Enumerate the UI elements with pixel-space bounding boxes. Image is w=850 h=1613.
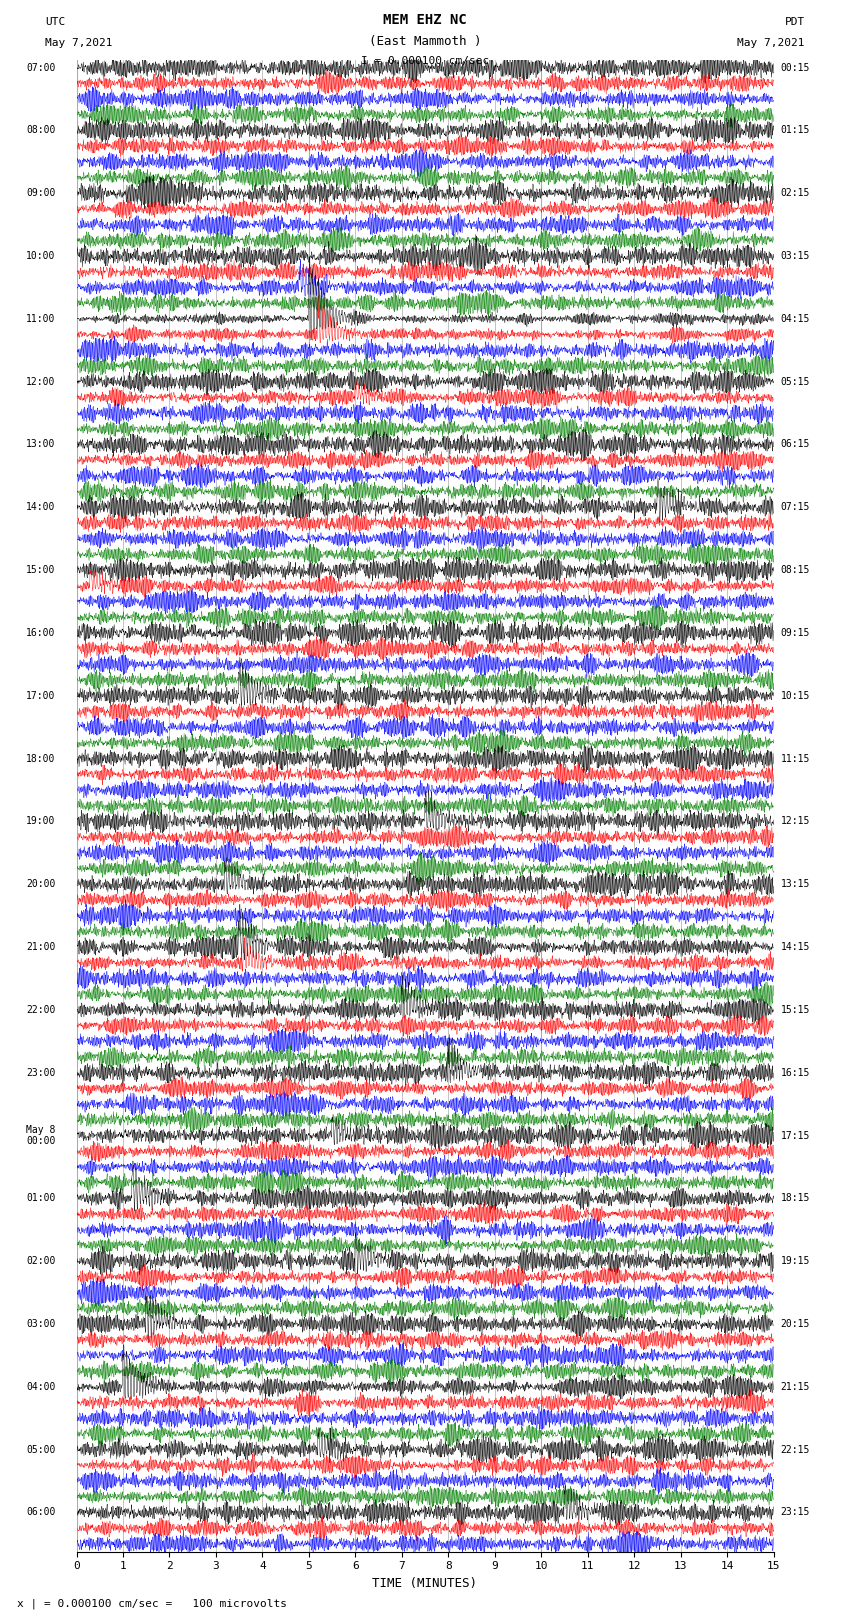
- Text: UTC: UTC: [45, 16, 65, 27]
- Text: 16:15: 16:15: [780, 1068, 810, 1077]
- Text: 01:00: 01:00: [26, 1194, 55, 1203]
- Text: 10:00: 10:00: [26, 252, 55, 261]
- Text: 13:15: 13:15: [780, 879, 810, 889]
- Text: 00:15: 00:15: [780, 63, 810, 73]
- Text: 15:00: 15:00: [26, 565, 55, 576]
- Text: 22:15: 22:15: [780, 1445, 810, 1455]
- Text: 14:15: 14:15: [780, 942, 810, 952]
- Text: 06:00: 06:00: [26, 1508, 55, 1518]
- Text: May 7,2021: May 7,2021: [45, 37, 113, 48]
- Text: 23:00: 23:00: [26, 1068, 55, 1077]
- Text: 05:15: 05:15: [780, 377, 810, 387]
- Text: 20:15: 20:15: [780, 1319, 810, 1329]
- Text: 22:00: 22:00: [26, 1005, 55, 1015]
- Text: 02:15: 02:15: [780, 189, 810, 198]
- Text: PDT: PDT: [785, 16, 805, 27]
- Text: 12:15: 12:15: [780, 816, 810, 826]
- Text: 04:00: 04:00: [26, 1382, 55, 1392]
- Text: (East Mammoth ): (East Mammoth ): [369, 35, 481, 48]
- Text: 05:00: 05:00: [26, 1445, 55, 1455]
- Text: 17:00: 17:00: [26, 690, 55, 700]
- Text: 23:15: 23:15: [780, 1508, 810, 1518]
- Text: 18:15: 18:15: [780, 1194, 810, 1203]
- Text: 11:00: 11:00: [26, 315, 55, 324]
- Text: 12:00: 12:00: [26, 377, 55, 387]
- Text: 14:00: 14:00: [26, 502, 55, 513]
- Text: 15:15: 15:15: [780, 1005, 810, 1015]
- Text: 09:15: 09:15: [780, 627, 810, 637]
- Text: 01:15: 01:15: [780, 126, 810, 135]
- Text: 19:00: 19:00: [26, 816, 55, 826]
- Text: May 7,2021: May 7,2021: [737, 37, 805, 48]
- Text: 03:00: 03:00: [26, 1319, 55, 1329]
- Text: 20:00: 20:00: [26, 879, 55, 889]
- Text: 04:15: 04:15: [780, 315, 810, 324]
- Text: 11:15: 11:15: [780, 753, 810, 763]
- Text: 16:00: 16:00: [26, 627, 55, 637]
- Text: 10:15: 10:15: [780, 690, 810, 700]
- Text: 08:00: 08:00: [26, 126, 55, 135]
- Text: I = 0.000100 cm/sec: I = 0.000100 cm/sec: [361, 56, 489, 66]
- Text: 13:00: 13:00: [26, 439, 55, 450]
- Text: 21:15: 21:15: [780, 1382, 810, 1392]
- Text: 08:15: 08:15: [780, 565, 810, 576]
- Text: 06:15: 06:15: [780, 439, 810, 450]
- Text: 09:00: 09:00: [26, 189, 55, 198]
- Text: 19:15: 19:15: [780, 1257, 810, 1266]
- Text: x | = 0.000100 cm/sec =   100 microvolts: x | = 0.000100 cm/sec = 100 microvolts: [17, 1598, 287, 1610]
- Text: 02:00: 02:00: [26, 1257, 55, 1266]
- Text: 07:00: 07:00: [26, 63, 55, 73]
- Text: 21:00: 21:00: [26, 942, 55, 952]
- Text: 18:00: 18:00: [26, 753, 55, 763]
- Text: May 8
00:00: May 8 00:00: [26, 1124, 55, 1147]
- Text: 17:15: 17:15: [780, 1131, 810, 1140]
- Text: 03:15: 03:15: [780, 252, 810, 261]
- Text: MEM EHZ NC: MEM EHZ NC: [383, 13, 467, 27]
- Text: 07:15: 07:15: [780, 502, 810, 513]
- X-axis label: TIME (MINUTES): TIME (MINUTES): [372, 1578, 478, 1590]
